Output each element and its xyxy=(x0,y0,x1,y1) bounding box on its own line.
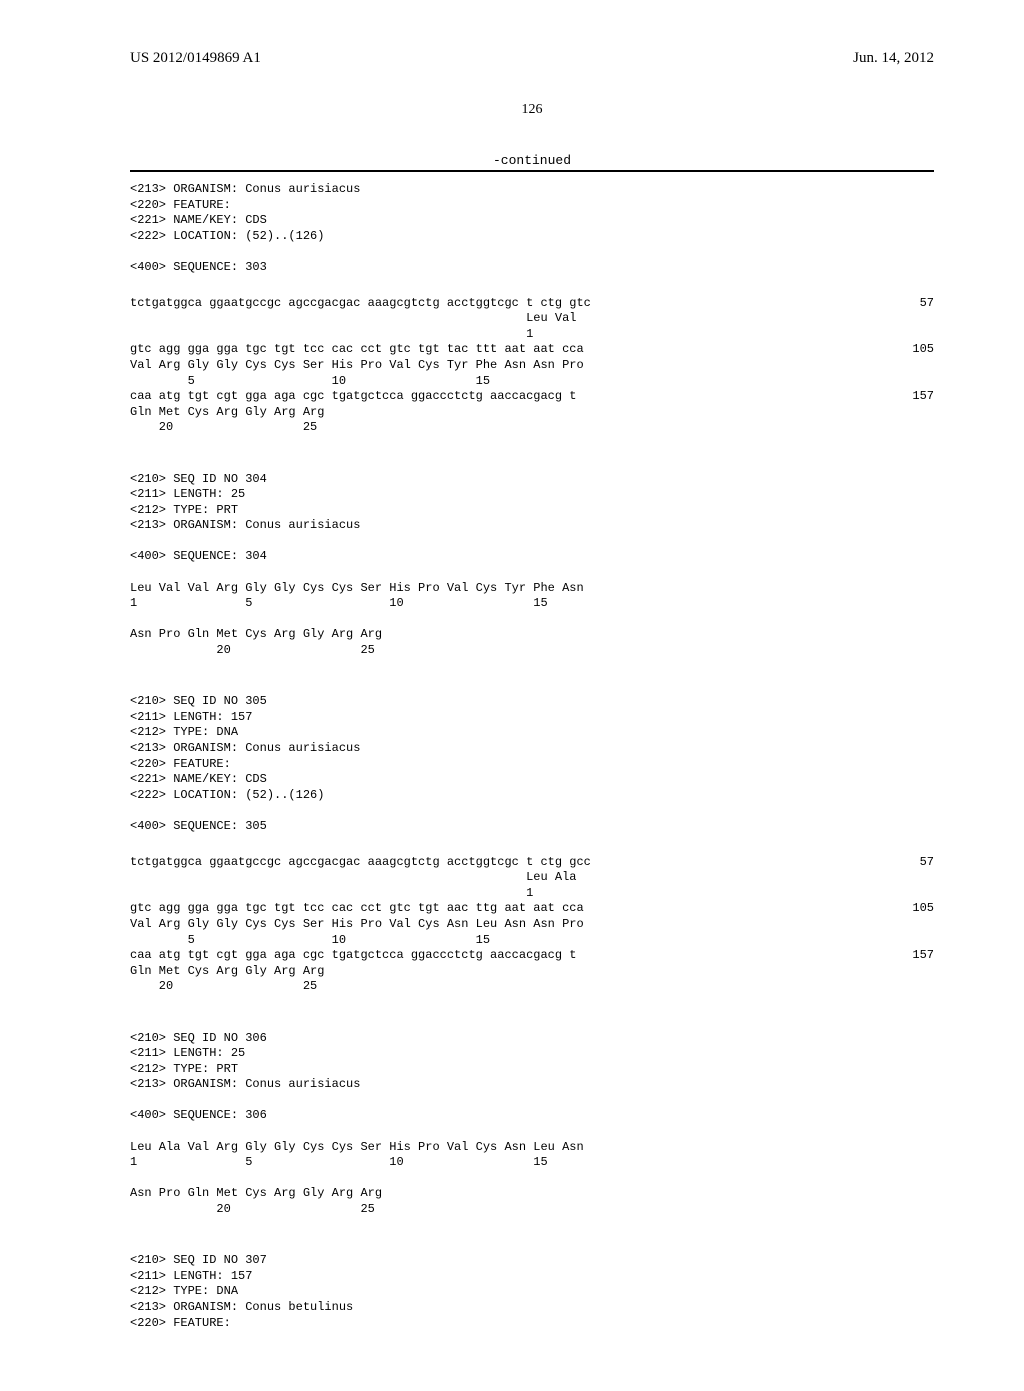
sequence-text: 5 10 15 xyxy=(130,933,490,949)
sequence-block: <213> ORGANISM: Conus aurisiacus <220> F… xyxy=(130,182,934,276)
sequence-block: <210> SEQ ID NO 304 <211> LENGTH: 25 <21… xyxy=(130,456,934,659)
sequence-position-number xyxy=(904,327,934,343)
sequence-line: gtc agg gga gga tgc tgt tcc cac cct gtc … xyxy=(130,342,934,358)
sequence-block: <210> SEQ ID NO 306 <211> LENGTH: 25 <21… xyxy=(130,1015,934,1218)
sequence-text: gtc agg gga gga tgc tgt tcc cac cct gtc … xyxy=(130,901,584,917)
sequence-line: Val Arg Gly Gly Cys Cys Ser His Pro Val … xyxy=(130,917,934,933)
sequence-text: 5 10 15 xyxy=(130,374,490,390)
sequence-position-number xyxy=(904,886,934,902)
continued-label: -continued xyxy=(130,153,934,168)
horizontal-rule xyxy=(130,170,934,172)
sequence-position-number xyxy=(904,420,934,436)
sequence-position-number xyxy=(904,870,934,886)
sequence-line: 20 25 xyxy=(130,979,934,995)
sequence-text: Val Arg Gly Gly Cys Cys Ser His Pro Val … xyxy=(130,917,584,933)
sequence-line: 1 xyxy=(130,886,934,902)
sequence-text: gtc agg gga gga tgc tgt tcc cac cct gtc … xyxy=(130,342,584,358)
sequence-line: caa atg tgt cgt gga aga cgc tgatgctcca g… xyxy=(130,948,934,964)
sequence-position-number xyxy=(904,358,934,374)
sequence-line: 20 25 xyxy=(130,420,934,436)
sequence-text: Gln Met Cys Arg Gly Arg Arg xyxy=(130,964,324,980)
sequence-block: tctgatggca ggaatgccgc agccgacgac aaagcgt… xyxy=(130,296,934,436)
sequence-text: tctgatggca ggaatgccgc agccgacgac aaagcgt… xyxy=(130,855,591,871)
sequence-position-number xyxy=(904,979,934,995)
page-container: US 2012/0149869 A1 Jun. 14, 2012 126 -co… xyxy=(0,0,1024,1391)
publication-number: US 2012/0149869 A1 xyxy=(130,50,261,67)
sequence-text: Gln Met Cys Arg Gly Arg Arg xyxy=(130,405,324,421)
sequence-position-number: 157 xyxy=(904,948,934,964)
sequence-line: Gln Met Cys Arg Gly Arg Arg xyxy=(130,964,934,980)
sequence-position-number: 105 xyxy=(904,901,934,917)
sequence-position-number: 157 xyxy=(904,389,934,405)
sequence-text: 20 25 xyxy=(130,979,317,995)
sequence-text: 20 25 xyxy=(130,420,317,436)
sequence-line: 1 xyxy=(130,327,934,343)
sequence-position-number: 105 xyxy=(904,342,934,358)
sequence-text: Val Arg Gly Gly Cys Cys Ser His Pro Val … xyxy=(130,358,584,374)
sequence-line: Leu Val xyxy=(130,311,934,327)
sequence-line: 5 10 15 xyxy=(130,933,934,949)
sequence-position-number xyxy=(904,405,934,421)
sequence-position-number: 57 xyxy=(904,296,934,312)
sequence-line: gtc agg gga gga tgc tgt tcc cac cct gtc … xyxy=(130,901,934,917)
sequence-text: Leu Val xyxy=(130,311,576,327)
sequence-block: <210> SEQ ID NO 307 <211> LENGTH: 157 <2… xyxy=(130,1238,934,1332)
publication-date: Jun. 14, 2012 xyxy=(853,50,934,67)
page-number: 126 xyxy=(130,102,934,118)
sequence-position-number xyxy=(904,374,934,390)
sequence-line: Gln Met Cys Arg Gly Arg Arg xyxy=(130,405,934,421)
sequence-position-number xyxy=(904,917,934,933)
sequence-block: <210> SEQ ID NO 305 <211> LENGTH: 157 <2… xyxy=(130,679,934,835)
sequence-block: tctgatggca ggaatgccgc agccgacgac aaagcgt… xyxy=(130,855,934,995)
sequence-text: tctgatggca ggaatgccgc agccgacgac aaagcgt… xyxy=(130,296,591,312)
sequence-position-number: 57 xyxy=(904,855,934,871)
sequence-listing-content: <213> ORGANISM: Conus aurisiacus <220> F… xyxy=(130,182,934,1331)
sequence-line: Val Arg Gly Gly Cys Cys Ser His Pro Val … xyxy=(130,358,934,374)
sequence-text: Leu Ala xyxy=(130,870,576,886)
sequence-line: Leu Ala xyxy=(130,870,934,886)
page-header: US 2012/0149869 A1 Jun. 14, 2012 xyxy=(130,50,934,67)
sequence-line: tctgatggca ggaatgccgc agccgacgac aaagcgt… xyxy=(130,296,934,312)
sequence-line: 5 10 15 xyxy=(130,374,934,390)
sequence-text: caa atg tgt cgt gga aga cgc tgatgctcca g… xyxy=(130,389,576,405)
sequence-text: caa atg tgt cgt gga aga cgc tgatgctcca g… xyxy=(130,948,576,964)
sequence-line: tctgatggca ggaatgccgc agccgacgac aaagcgt… xyxy=(130,855,934,871)
sequence-text: 1 xyxy=(130,886,533,902)
sequence-position-number xyxy=(904,311,934,327)
sequence-position-number xyxy=(904,933,934,949)
sequence-text: 1 xyxy=(130,327,533,343)
sequence-position-number xyxy=(904,964,934,980)
sequence-line: caa atg tgt cgt gga aga cgc tgatgctcca g… xyxy=(130,389,934,405)
